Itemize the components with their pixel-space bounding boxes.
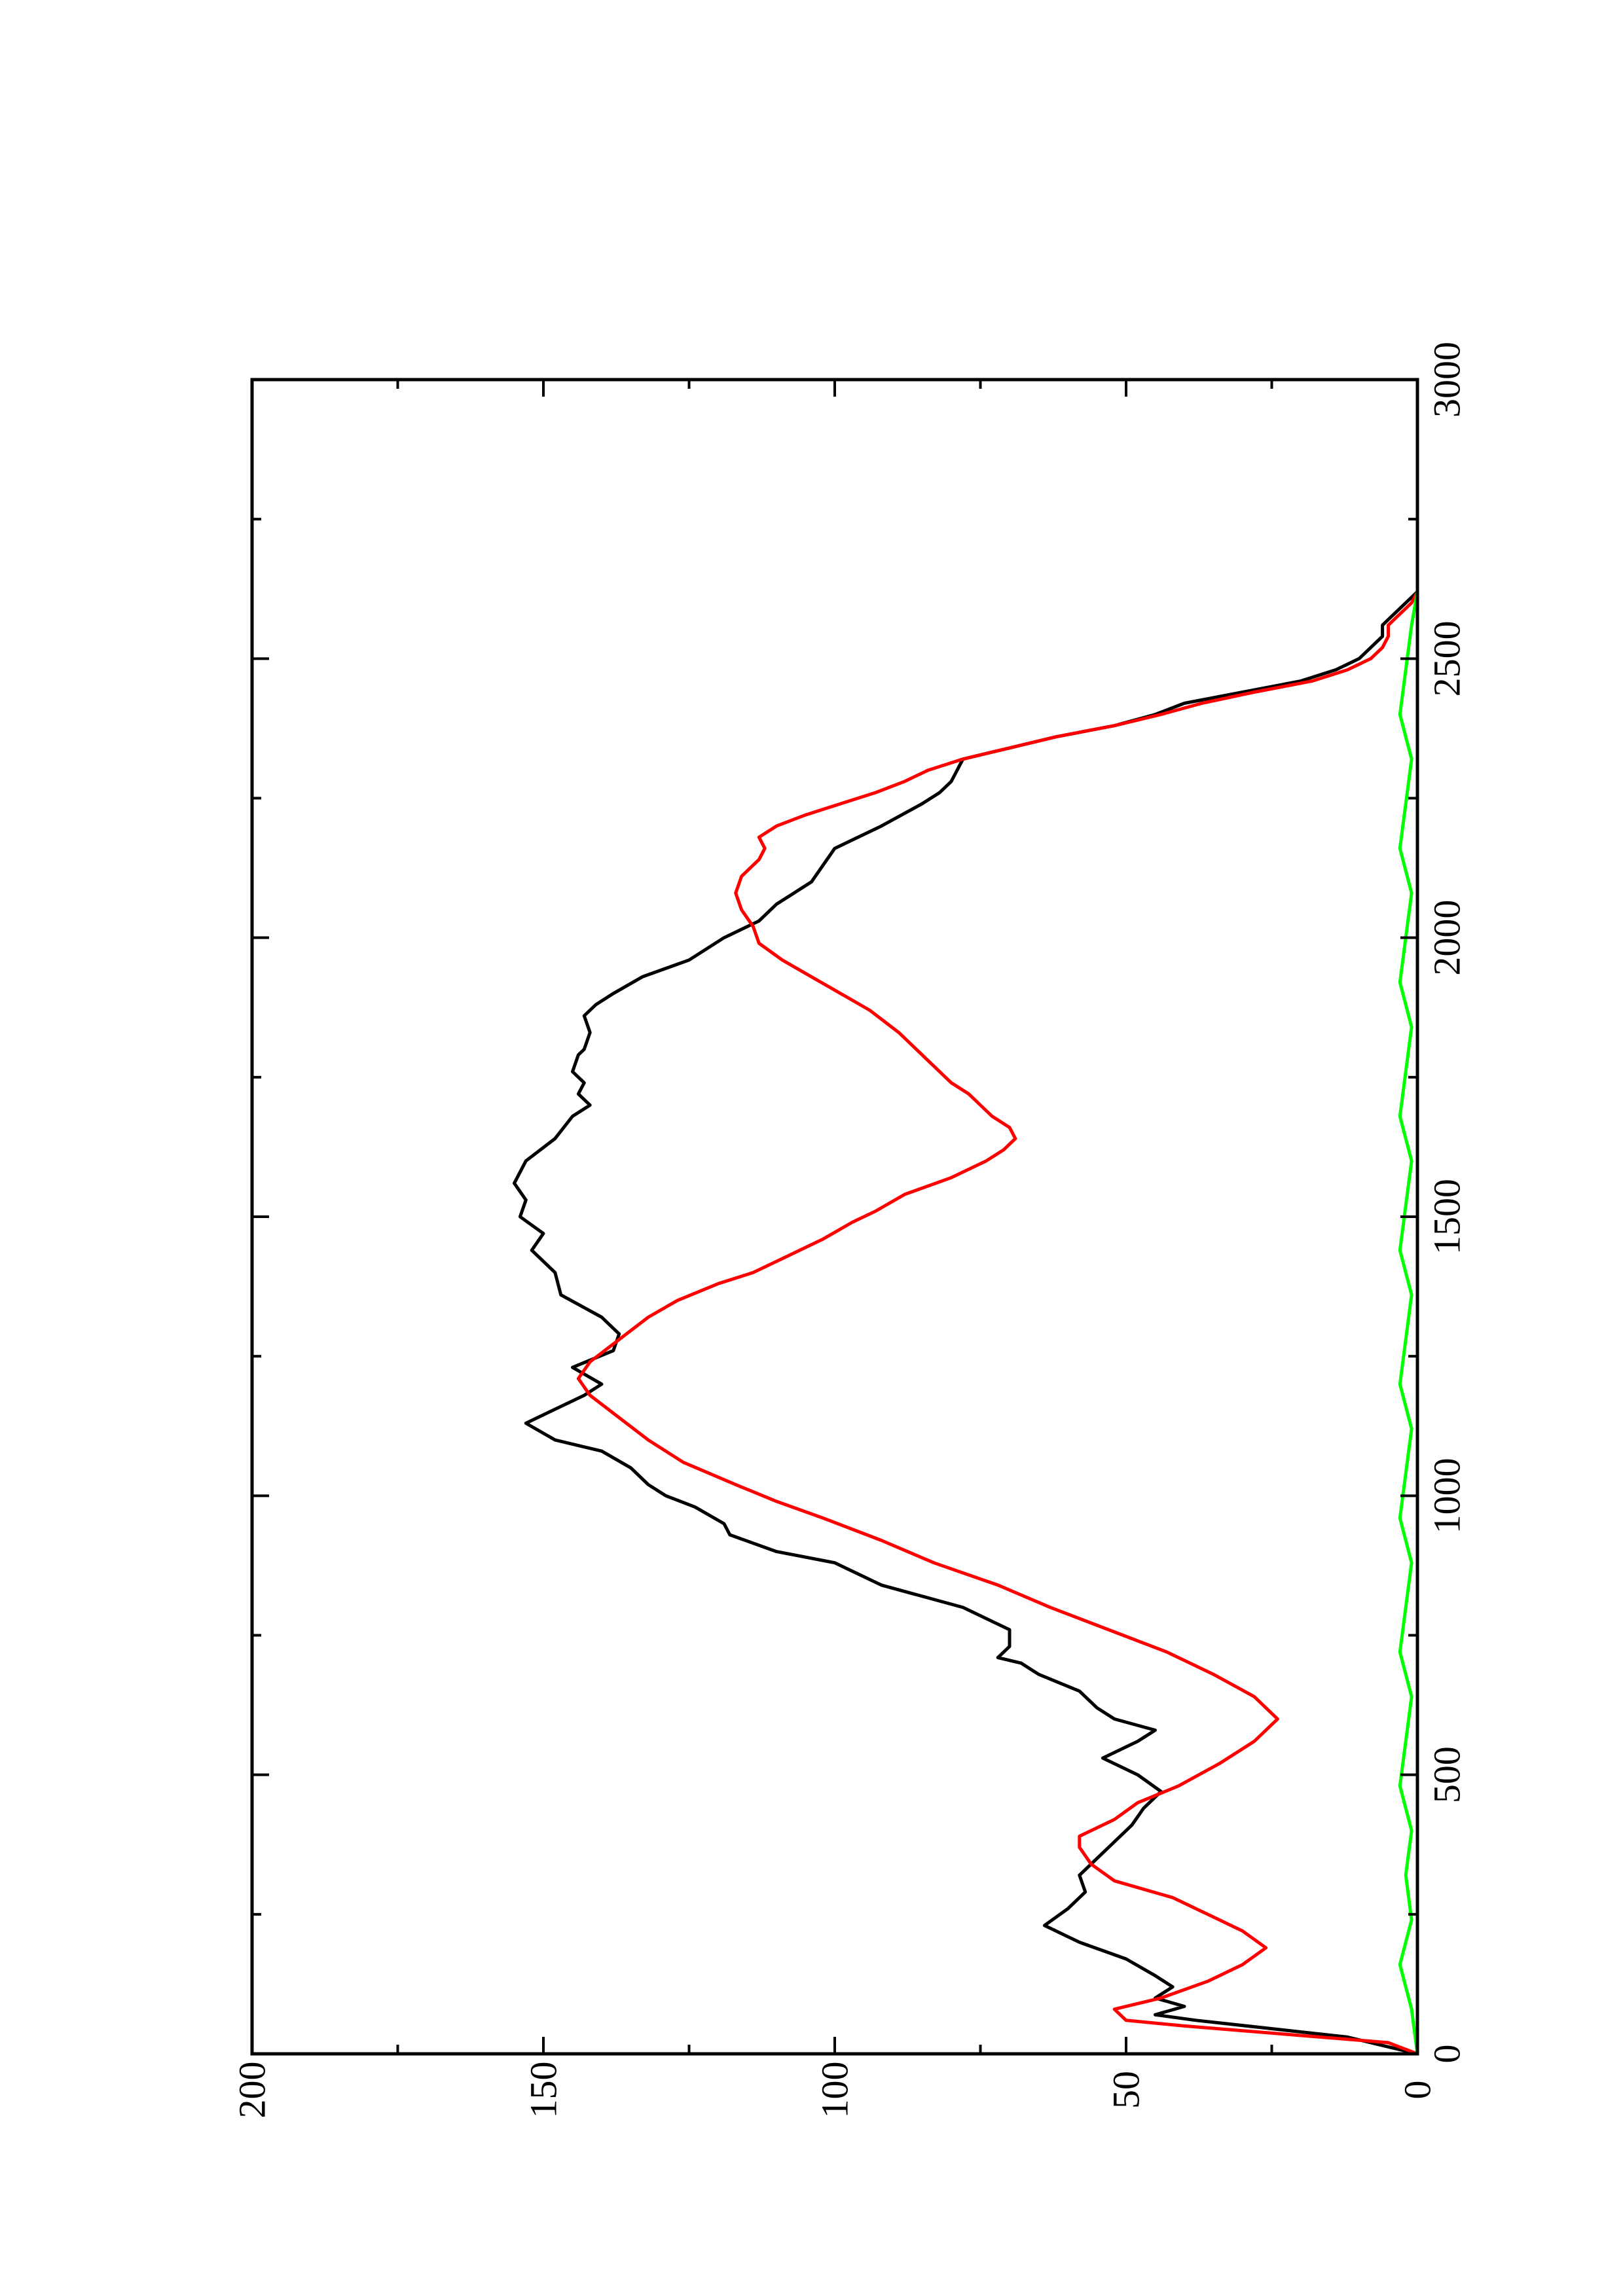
- y-tick-label: 100: [814, 2062, 856, 2119]
- x-tick-label: 1500: [1426, 1179, 1468, 1255]
- series-layer: [513, 590, 1419, 2056]
- x-tick-label: 0: [1426, 2045, 1468, 2064]
- labels-layer: 0 500 1000 1500 2000 2500 3000 0 50 100 150 200: [231, 342, 1468, 2119]
- series-line-3: [1398, 591, 1419, 2054]
- x-tick-label: 500: [1426, 1746, 1468, 1803]
- y-tick-label: 0: [1396, 2081, 1439, 2100]
- y-tick-label: 200: [231, 2062, 274, 2119]
- ticks-layer: [251, 378, 1419, 2055]
- y-tick-label: 50: [1105, 2071, 1148, 2109]
- y-tick-label: 150: [522, 2062, 565, 2119]
- plot-frame: [250, 378, 1419, 2056]
- x-tick-label: 2500: [1426, 620, 1468, 696]
- series-line-2: [576, 590, 1419, 2056]
- x-tick-label: 3000: [1426, 342, 1468, 418]
- x-tick-label: 2000: [1426, 900, 1468, 976]
- x-tick-label: 1000: [1426, 1458, 1468, 1534]
- series-line-1: [513, 590, 1419, 2056]
